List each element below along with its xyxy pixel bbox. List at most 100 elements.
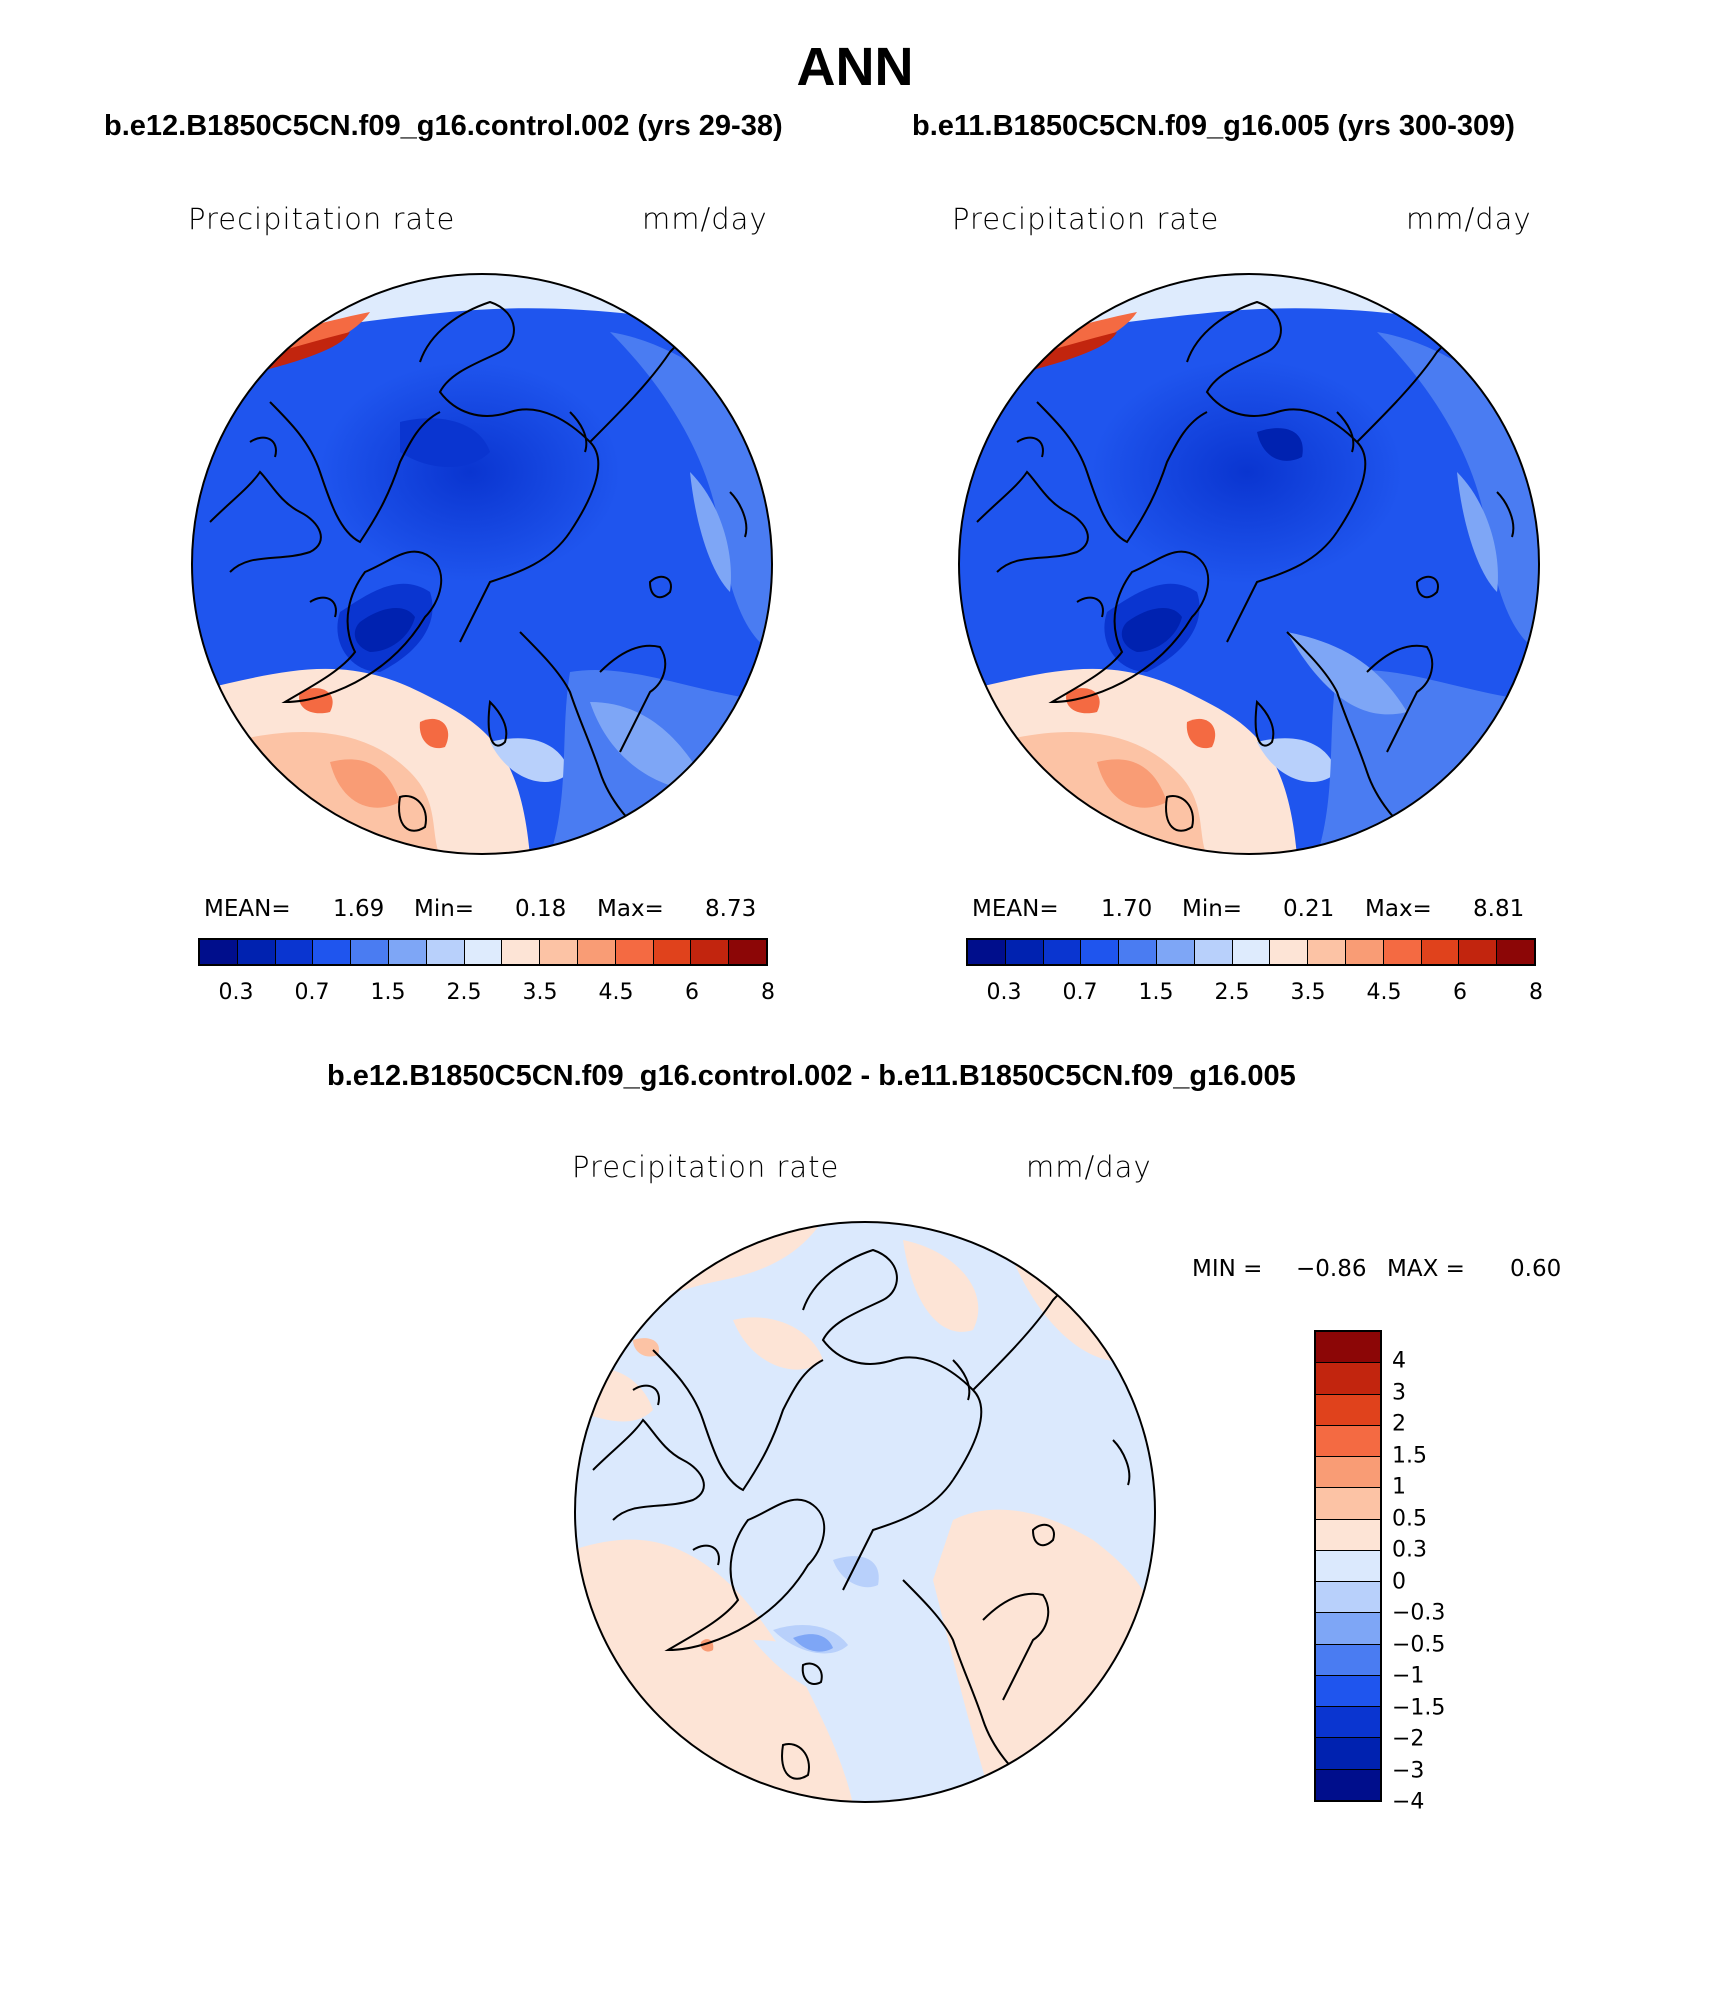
diff-min-label: MIN = xyxy=(1192,1256,1263,1282)
panel-1-colorbar-swatch xyxy=(351,940,389,964)
panel-2-colorbar-tick-label: 4.5 xyxy=(1366,980,1402,1005)
diff-colorbar-tick-label: −0.5 xyxy=(1392,1632,1446,1658)
panel-2-polar-map xyxy=(958,273,1540,855)
panel-1-colorbar-swatch xyxy=(615,940,654,964)
panel-1-colorbar-swatch xyxy=(388,940,427,964)
panel-1-colorbar-swatch xyxy=(426,940,465,964)
panel-1-min-value: 0.18 xyxy=(515,896,567,922)
panel-1-colorbar-swatch xyxy=(577,940,616,964)
panel-2-colorbar-swatch xyxy=(1459,940,1498,964)
diff-colorbar-swatch xyxy=(1316,1582,1380,1614)
panel-1-mean-value: 1.69 xyxy=(333,896,385,922)
diff-colorbar-swatch xyxy=(1316,1457,1380,1489)
panel-2-colorbar-ticks: 0.3 0.7 1.5 2.5 3.5 4.5 6 8 xyxy=(966,980,1544,1008)
panel-2-colorbar-tick-label: 0.7 xyxy=(1062,980,1098,1005)
panel-2-case-title: b.e11.B1850C5CN.f09_g16.005 (yrs 300-309… xyxy=(912,110,1515,142)
panel-1-colorbar-tick-label: 0.3 xyxy=(218,980,254,1005)
panel-2-colorbar-swatch xyxy=(1043,940,1082,964)
diff-colorbar-swatch xyxy=(1316,1738,1380,1770)
panel-1-colorbar-tick-label: 1.5 xyxy=(370,980,406,1005)
panel-1-colorbar-swatch xyxy=(502,940,541,964)
panel-1-colorbar-tick-label: 0.7 xyxy=(294,980,330,1005)
panel-1-case-title: b.e12.B1850C5CN.f09_g16.control.002 (yrs… xyxy=(104,110,783,142)
diff-colorbar-swatch xyxy=(1316,1707,1380,1739)
diff-colorbar-tick-label: 3 xyxy=(1392,1380,1406,1406)
panel-1-colorbar-tick-label: 4.5 xyxy=(598,980,634,1005)
panel-1-colorbar-tick-label: 6 xyxy=(685,980,699,1005)
diff-colorbar-tick-label: 0 xyxy=(1392,1569,1406,1595)
diff-variable-label: Precipitation rate xyxy=(572,1150,840,1184)
diff-colorbar-swatch xyxy=(1316,1550,1380,1583)
diff-colorbar-tick-label: −0.3 xyxy=(1392,1600,1446,1626)
diff-colorbar-ticks: 4 3 2 1.5 1 0.5 0.3 0 −0.3 −0.5 −1 −1.5 −2 −3 −4 xyxy=(1392,1330,1512,1815)
diff-colorbar-tick-label: −4 xyxy=(1392,1789,1425,1815)
panel-1-colorbar-swatch xyxy=(464,940,503,964)
panel-2-colorbar-swatch xyxy=(1005,940,1044,964)
panel-2-colorbar-tick-label: 0.3 xyxy=(986,980,1022,1005)
panel-1-colorbar-swatch xyxy=(729,940,766,964)
panel-2-colorbar-swatch xyxy=(1308,940,1346,964)
panel-2-colorbar-tick-label: 6 xyxy=(1453,980,1467,1005)
panel-2-colorbar-swatch xyxy=(1156,940,1195,964)
panel-2-colorbar-tick-label: 8 xyxy=(1529,980,1543,1005)
diff-colorbar-swatch xyxy=(1316,1613,1380,1645)
panel-2-units-label: mm/day xyxy=(1406,202,1532,236)
panel-2-colorbar-tick-label: 3.5 xyxy=(1290,980,1326,1005)
panel-1-colorbar-swatch xyxy=(653,940,692,964)
panel-1-colorbar-ticks: 0.3 0.7 1.5 2.5 3.5 4.5 6 8 xyxy=(198,980,776,1008)
diff-polar-map xyxy=(574,1221,1156,1803)
diff-colorbar-swatch xyxy=(1316,1675,1380,1708)
panel-1-mean-label: MEAN= xyxy=(204,896,291,922)
diff-colorbar xyxy=(1314,1330,1382,1802)
diff-colorbar-swatch xyxy=(1316,1363,1380,1395)
panel-1-colorbar-tick-label: 2.5 xyxy=(446,980,482,1005)
panel-1-colorbar-swatch xyxy=(200,940,238,964)
panel-1-polar-map xyxy=(191,273,773,855)
diff-colorbar-tick-label: −3 xyxy=(1392,1758,1425,1784)
diff-colorbar-swatch xyxy=(1316,1488,1380,1520)
panel-2-colorbar-swatch xyxy=(1383,940,1422,964)
panel-2-colorbar-swatch xyxy=(1497,940,1534,964)
diff-colorbar-tick-label: 1.5 xyxy=(1392,1443,1427,1469)
diff-max-label: MAX = xyxy=(1387,1256,1465,1282)
diff-max-value: 0.60 xyxy=(1510,1256,1562,1282)
diff-colorbar-tick-label: −2 xyxy=(1392,1726,1425,1752)
panel-1-colorbar-swatch xyxy=(691,940,730,964)
diff-colorbar-tick-label: −1 xyxy=(1392,1663,1425,1689)
panel-2-colorbar-swatch xyxy=(1270,940,1309,964)
panel-1-colorbar-tick-label: 8 xyxy=(761,980,775,1005)
diff-colorbar-swatch xyxy=(1316,1394,1380,1426)
panel-1-colorbar-swatch xyxy=(540,940,578,964)
panel-2-colorbar-swatch xyxy=(1421,940,1460,964)
panel-2-colorbar-swatch xyxy=(1119,940,1157,964)
panel-2-colorbar-swatch xyxy=(1345,940,1384,964)
figure-title: ANN xyxy=(796,37,914,97)
panel-1-min-label: Min= xyxy=(414,896,475,922)
diff-colorbar-swatch xyxy=(1316,1644,1380,1676)
panel-2-colorbar-swatch xyxy=(1081,940,1120,964)
panel-1-colorbar-swatch xyxy=(313,940,352,964)
panel-2-variable-label: Precipitation rate xyxy=(952,202,1220,236)
panel-2-min-label: Min= xyxy=(1182,896,1243,922)
panel-2-colorbar-swatch xyxy=(1232,940,1271,964)
diff-min-value: −0.86 xyxy=(1296,1256,1367,1282)
panel-1-variable-label: Precipitation rate xyxy=(188,202,456,236)
panel-1-colorbar-tick-label: 3.5 xyxy=(522,980,558,1005)
diff-colorbar-swatch xyxy=(1316,1769,1380,1800)
panel-2-mean-label: MEAN= xyxy=(972,896,1059,922)
panel-2-colorbar-swatch xyxy=(1194,940,1233,964)
panel-1-max-label: Max= xyxy=(597,896,664,922)
diff-colorbar-tick-label: 1 xyxy=(1392,1474,1406,1500)
panel-2-colorbar-tick-label: 2.5 xyxy=(1214,980,1250,1005)
panel-1-colorbar-swatch xyxy=(237,940,276,964)
panel-1-colorbar-swatch xyxy=(275,940,314,964)
diff-colorbar-tick-label: 2 xyxy=(1392,1411,1406,1437)
panel-2-colorbar-tick-label: 1.5 xyxy=(1138,980,1174,1005)
diff-case-title: b.e12.B1850C5CN.f09_g16.control.002 - b.… xyxy=(327,1060,1296,1092)
panel-2-mean-value: 1.70 xyxy=(1101,896,1153,922)
diff-units-label: mm/day xyxy=(1026,1150,1152,1184)
diff-colorbar-swatch xyxy=(1316,1425,1380,1458)
panel-1-max-value: 8.73 xyxy=(705,896,757,922)
diff-colorbar-swatch xyxy=(1316,1519,1380,1551)
diff-colorbar-tick-label: 0.3 xyxy=(1392,1537,1427,1563)
